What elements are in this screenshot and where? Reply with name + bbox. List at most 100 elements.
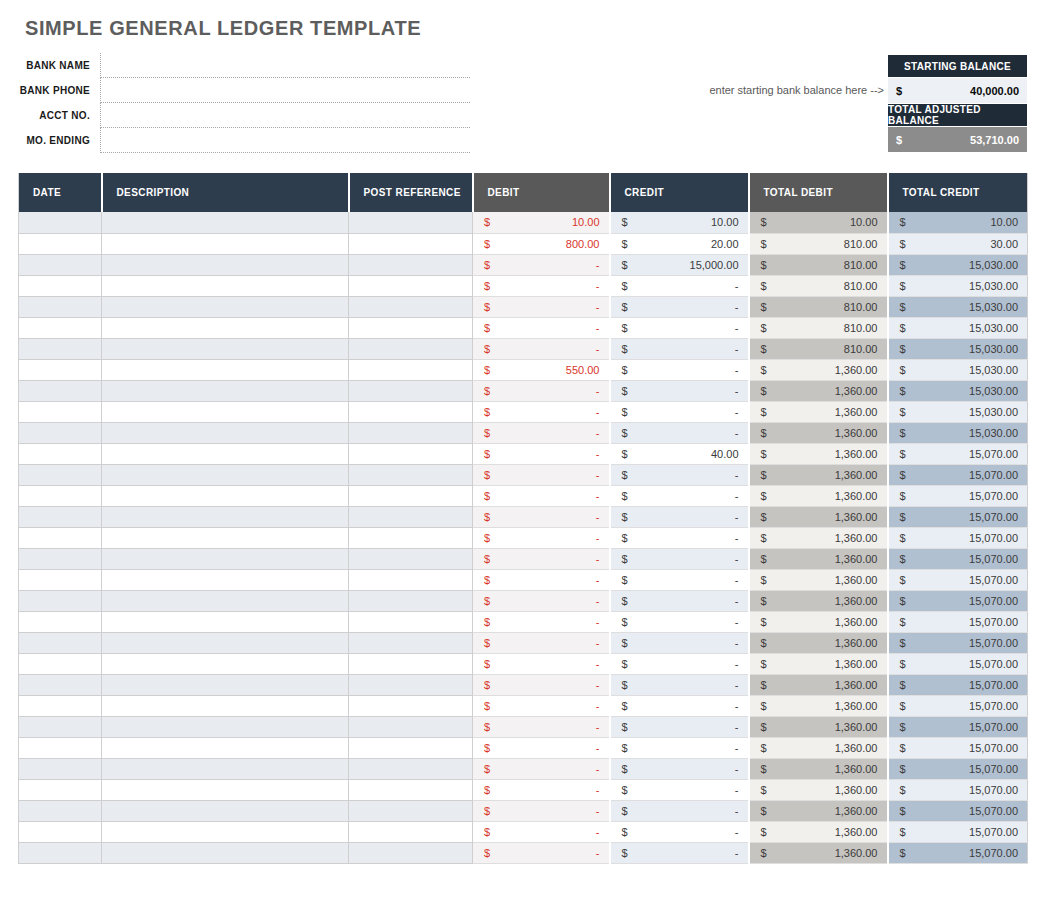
mo-ending-input[interactable] [101,128,470,152]
cell-description[interactable] [102,821,349,842]
cell-debit[interactable]: $- [473,338,610,359]
cell-date[interactable] [19,422,102,443]
cell-debit[interactable]: $- [473,611,610,632]
cell-credit[interactable]: $- [610,380,749,401]
cell-description[interactable] [102,422,349,443]
cell-date[interactable] [19,548,102,569]
cell-date[interactable] [19,359,102,380]
cell-debit[interactable]: $- [473,800,610,821]
cell-credit[interactable]: $- [610,275,749,296]
cell-credit[interactable]: $20.00 [610,233,749,254]
cell-post-reference[interactable] [349,737,473,758]
cell-date[interactable] [19,254,102,275]
cell-credit[interactable]: $- [610,485,749,506]
cell-description[interactable] [102,632,349,653]
cell-post-reference[interactable] [349,758,473,779]
cell-date[interactable] [19,737,102,758]
cell-debit[interactable]: $- [473,401,610,422]
cell-date[interactable] [19,401,102,422]
cell-description[interactable] [102,716,349,737]
cell-description[interactable] [102,317,349,338]
cell-date[interactable] [19,380,102,401]
cell-description[interactable] [102,695,349,716]
cell-date[interactable] [19,674,102,695]
cell-credit[interactable]: $- [610,338,749,359]
cell-post-reference[interactable] [349,611,473,632]
cell-post-reference[interactable] [349,359,473,380]
cell-credit[interactable]: $- [610,359,749,380]
cell-date[interactable] [19,653,102,674]
cell-date[interactable] [19,527,102,548]
cell-credit[interactable]: $- [610,653,749,674]
cell-date[interactable] [19,275,102,296]
cell-description[interactable] [102,674,349,695]
cell-description[interactable] [102,401,349,422]
starting-balance-value[interactable]: $ 40,000.00 [888,78,1027,103]
cell-debit[interactable]: $- [473,842,610,863]
cell-date[interactable] [19,485,102,506]
cell-post-reference[interactable] [349,821,473,842]
cell-description[interactable] [102,212,349,233]
cell-credit[interactable]: $- [610,842,749,863]
cell-credit[interactable]: $- [610,464,749,485]
cell-credit[interactable]: $- [610,569,749,590]
cell-debit[interactable]: $- [473,548,610,569]
cell-date[interactable] [19,716,102,737]
cell-credit[interactable]: $- [610,632,749,653]
cell-description[interactable] [102,758,349,779]
cell-date[interactable] [19,317,102,338]
cell-credit[interactable]: $- [610,422,749,443]
cell-post-reference[interactable] [349,317,473,338]
cell-description[interactable] [102,527,349,548]
cell-debit[interactable]: $- [473,527,610,548]
cell-post-reference[interactable] [349,695,473,716]
cell-debit[interactable]: $- [473,632,610,653]
cell-credit[interactable]: $- [610,737,749,758]
cell-credit[interactable]: $- [610,758,749,779]
cell-post-reference[interactable] [349,296,473,317]
cell-description[interactable] [102,338,349,359]
cell-credit[interactable]: $- [610,548,749,569]
cell-post-reference[interactable] [349,464,473,485]
cell-credit[interactable]: $- [610,695,749,716]
cell-post-reference[interactable] [349,254,473,275]
cell-credit[interactable]: $- [610,674,749,695]
cell-credit[interactable]: $40.00 [610,443,749,464]
cell-debit[interactable]: $- [473,380,610,401]
cell-date[interactable] [19,569,102,590]
cell-post-reference[interactable] [349,653,473,674]
cell-description[interactable] [102,443,349,464]
cell-post-reference[interactable] [349,842,473,863]
cell-credit[interactable]: $- [610,716,749,737]
cell-credit[interactable]: $- [610,590,749,611]
cell-description[interactable] [102,842,349,863]
cell-description[interactable] [102,548,349,569]
bank-phone-input[interactable] [101,78,470,102]
cell-credit[interactable]: $- [610,317,749,338]
cell-credit[interactable]: $- [610,401,749,422]
cell-debit[interactable]: $- [473,569,610,590]
cell-post-reference[interactable] [349,800,473,821]
cell-debit[interactable]: $800.00 [473,233,610,254]
cell-post-reference[interactable] [349,506,473,527]
cell-debit[interactable]: $- [473,254,610,275]
cell-debit[interactable]: $550.00 [473,359,610,380]
cell-description[interactable] [102,506,349,527]
cell-description[interactable] [102,275,349,296]
cell-date[interactable] [19,632,102,653]
cell-date[interactable] [19,464,102,485]
cell-post-reference[interactable] [349,674,473,695]
cell-date[interactable] [19,590,102,611]
cell-date[interactable] [19,611,102,632]
cell-debit[interactable]: $- [473,464,610,485]
cell-date[interactable] [19,233,102,254]
cell-credit[interactable]: $- [610,506,749,527]
cell-description[interactable] [102,779,349,800]
cell-date[interactable] [19,296,102,317]
cell-post-reference[interactable] [349,338,473,359]
cell-description[interactable] [102,590,349,611]
cell-description[interactable] [102,380,349,401]
cell-post-reference[interactable] [349,401,473,422]
cell-credit[interactable]: $- [610,779,749,800]
cell-description[interactable] [102,485,349,506]
